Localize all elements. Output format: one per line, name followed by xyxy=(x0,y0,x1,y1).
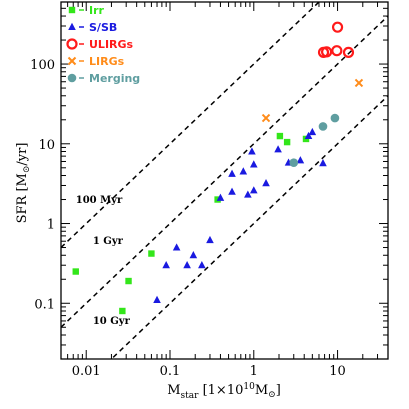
point-s-sb xyxy=(249,160,258,168)
cross-stroke xyxy=(354,78,364,88)
x-axis-title-sun: ⊙ xyxy=(268,390,276,400)
y-axis-title-main: SFR [M xyxy=(15,173,30,223)
axis-ticks xyxy=(60,1,389,360)
legend-label-merging: Merging xyxy=(89,72,140,85)
y-axis-title-rest: /yr] xyxy=(15,143,30,166)
point-s-sb xyxy=(228,187,236,195)
y-axis-title-sun: ⊙ xyxy=(22,166,32,174)
reference-lines xyxy=(61,2,388,359)
legend-entry-ulirgs: ULIRGs xyxy=(66,38,134,51)
point-irr xyxy=(119,307,126,315)
point-s-sb xyxy=(206,235,214,244)
point-ulirgs xyxy=(331,21,344,33)
point-merging xyxy=(289,158,299,167)
point-irr xyxy=(148,250,155,257)
point-s-sb xyxy=(153,295,161,303)
point-s-sb xyxy=(183,261,191,269)
legend-marker-s-sb xyxy=(68,22,76,30)
legend-marker-ulirgs xyxy=(66,38,78,50)
data-points xyxy=(72,21,364,315)
point-s-sb xyxy=(262,179,270,187)
y-tick-label: 10 xyxy=(38,138,55,153)
point-s-sb xyxy=(296,156,305,164)
legend-entry-lirgs: LIRGs xyxy=(67,55,125,68)
point-irr xyxy=(125,277,132,285)
point-s-sb xyxy=(189,251,198,259)
reference-line-label: 10 Gyr xyxy=(93,316,131,327)
legend-entry-irr: Irr xyxy=(68,4,105,17)
x-axis-title-sup: 10 xyxy=(243,382,255,392)
reference-line-labels: 100 Myr 1 Gyr 10 Gyr xyxy=(76,195,131,327)
plot-frame xyxy=(60,1,389,360)
legend-label-irr: Irr xyxy=(89,4,105,17)
reference-line xyxy=(110,95,388,359)
point-s-sb xyxy=(172,243,181,251)
x-axis-title-sub: star xyxy=(181,391,200,401)
legend-marker-lirgs xyxy=(67,56,77,66)
point-s-sb xyxy=(228,169,236,177)
y-tick-label: 0.1 xyxy=(34,297,55,312)
reference-line xyxy=(61,2,321,249)
point-lirgs xyxy=(261,113,271,123)
y-tick-label: 100 xyxy=(30,58,55,73)
reference-line-label: 100 Myr xyxy=(76,195,123,206)
point-ulirgs xyxy=(342,46,355,58)
x-tick-label: 1 xyxy=(250,364,258,379)
legend-entry-merging: Merging xyxy=(67,72,140,85)
x-axis-title-tail: M xyxy=(255,383,268,398)
point-s-sb xyxy=(249,186,258,194)
legend-entry-s-sb: S/SB xyxy=(68,21,117,34)
legend-label-s-sb: S/SB xyxy=(89,21,117,34)
x-axis-title-main: M xyxy=(167,383,180,398)
x-axis-title-rest: [1×10 xyxy=(198,383,243,398)
cross-stroke xyxy=(261,113,271,123)
y-tick-label: 1 xyxy=(47,218,55,233)
point-s-sb xyxy=(308,127,317,136)
point-irr xyxy=(276,132,284,140)
point-s-sb xyxy=(319,159,327,167)
point-s-sb xyxy=(162,261,170,269)
legend-marker-merging xyxy=(67,73,77,83)
point-s-sb xyxy=(244,190,252,198)
legend-label-lirgs: LIRGs xyxy=(89,55,125,68)
point-merging xyxy=(330,113,340,123)
point-irr xyxy=(283,138,291,146)
point-s-sb xyxy=(216,193,225,201)
reference-line-label: 1 Gyr xyxy=(93,236,124,247)
y-axis-title: SFR [M⊙/yr] xyxy=(15,143,32,224)
point-s-sb xyxy=(248,147,256,155)
x-tick-label: 0.01 xyxy=(72,364,101,379)
point-merging xyxy=(318,122,328,131)
x-tick-label: 0.1 xyxy=(160,364,181,379)
point-s-sb xyxy=(198,261,206,269)
point-s-sb xyxy=(274,145,282,153)
point-lirgs xyxy=(354,78,364,88)
point-irr xyxy=(72,268,79,275)
x-tick-label: 10 xyxy=(329,364,346,379)
cross-stroke xyxy=(67,56,77,66)
legend-label-ulirgs: ULIRGs xyxy=(89,38,134,51)
legend: Irr S/SB ULIRGs LIRGs Merging xyxy=(66,4,140,85)
reference-line xyxy=(61,15,388,328)
x-axis-title: Mstar [1×1010M⊙] xyxy=(167,382,281,401)
point-s-sb xyxy=(304,131,313,140)
axis-tick-labels: 0.01 0.1 1 10 0.1 1 10 100 xyxy=(30,58,346,379)
legend-marker-irr xyxy=(68,6,76,14)
point-ulirgs xyxy=(331,45,343,57)
point-ulirgs xyxy=(321,46,333,58)
point-s-sb xyxy=(239,167,248,175)
x-axis-title-close: ] xyxy=(276,383,281,398)
